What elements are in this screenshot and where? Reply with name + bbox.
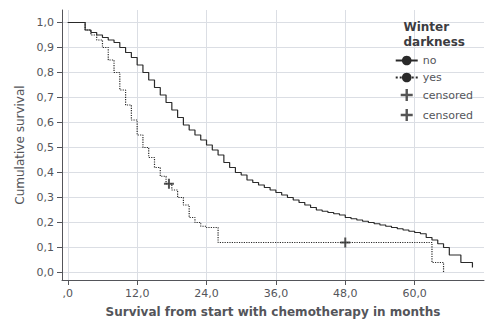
svg-text:censored: censored — [423, 89, 473, 102]
svg-text:Survival from start with chemo: Survival from start with chemotherapy in… — [106, 305, 441, 319]
svg-text:48,0: 48,0 — [333, 287, 358, 300]
svg-text:0,7: 0,7 — [37, 91, 55, 104]
svg-text:0,9: 0,9 — [37, 41, 55, 54]
svg-text:0,3: 0,3 — [37, 191, 55, 204]
svg-text:0,8: 0,8 — [37, 66, 55, 79]
svg-text:0,5: 0,5 — [37, 141, 55, 154]
svg-text:36,0: 36,0 — [264, 287, 289, 300]
svg-text:0,2: 0,2 — [37, 216, 55, 229]
svg-text:0,4: 0,4 — [37, 166, 55, 179]
svg-text:no: no — [423, 54, 437, 67]
svg-text:1,0: 1,0 — [37, 16, 55, 29]
svg-text:,0: ,0 — [63, 287, 74, 300]
svg-text:yes: yes — [423, 71, 442, 84]
svg-text:60,0: 60,0 — [402, 287, 427, 300]
svg-text:24,0: 24,0 — [194, 287, 219, 300]
svg-text:12,0: 12,0 — [125, 287, 150, 300]
svg-text:darkness: darkness — [403, 35, 465, 49]
svg-text:0,0: 0,0 — [37, 266, 55, 279]
svg-text:0,1: 0,1 — [37, 241, 55, 254]
svg-text:0,6: 0,6 — [37, 116, 55, 129]
svg-text:Winter: Winter — [403, 20, 449, 34]
svg-text:Cumulative survival: Cumulative survival — [13, 85, 27, 204]
svg-text:censored: censored — [423, 109, 473, 122]
